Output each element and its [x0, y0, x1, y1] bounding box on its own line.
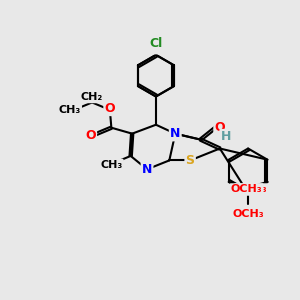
- Text: Cl: Cl: [149, 37, 163, 50]
- Text: CH₃: CH₃: [58, 105, 81, 115]
- Text: O: O: [214, 121, 225, 134]
- Text: CH₃: CH₃: [100, 160, 122, 170]
- Text: O: O: [85, 129, 96, 142]
- Text: OCH₃: OCH₃: [232, 209, 264, 219]
- Text: O: O: [105, 102, 115, 115]
- Text: OCH₃: OCH₃: [231, 184, 262, 194]
- Text: H: H: [220, 130, 231, 143]
- Text: N: N: [142, 163, 152, 176]
- Text: OCH₃: OCH₃: [235, 184, 267, 194]
- Text: N: N: [170, 127, 181, 140]
- Text: Cl: Cl: [148, 39, 164, 53]
- Text: S: S: [186, 154, 195, 167]
- Text: CH₂: CH₂: [81, 92, 103, 102]
